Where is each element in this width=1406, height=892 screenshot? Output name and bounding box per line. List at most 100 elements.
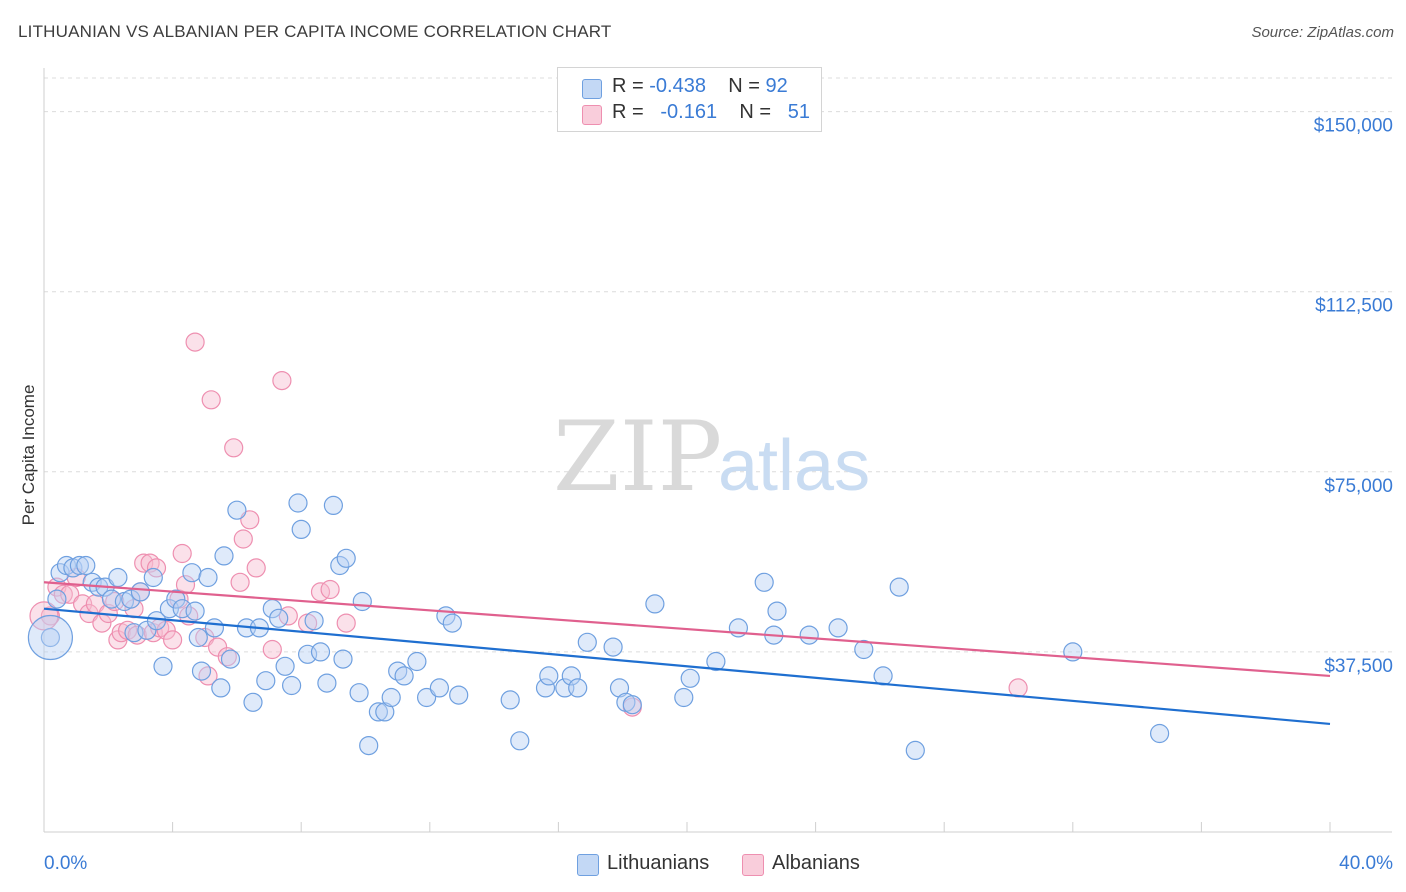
lithuanians-point-15 (130, 582, 150, 602)
axes (43, 68, 1392, 833)
albanians-point-15 (127, 625, 147, 645)
lithuanians-point-72 (577, 632, 597, 652)
trend-lines (43, 581, 1331, 726)
albanians-point-35 (230, 572, 250, 592)
lithuanians-point-large (27, 614, 74, 661)
lithuanians-point-2 (50, 563, 70, 583)
albanians-point-47 (1008, 678, 1028, 698)
trend-line-albanians (43, 581, 1331, 678)
lithuanians-point-29 (211, 678, 231, 698)
chart-title: LITHUANIAN VS ALBANIAN PER CAPITA INCOME… (18, 22, 612, 41)
legend-n-value: 51 (787, 101, 810, 123)
lithuanians-point-64 (449, 685, 469, 705)
lithuanians-point-41 (288, 493, 308, 513)
lithuanians-point-53 (359, 735, 379, 756)
lithuanians-point-58 (394, 666, 414, 686)
lithuanians-point-31 (220, 649, 241, 669)
legend-swatch-lithuanians (582, 79, 602, 99)
legend-n-label: N = (728, 75, 766, 97)
gridlines (44, 77, 1392, 653)
lithuanians-point-25 (188, 627, 208, 648)
lithuanians-point-63 (442, 613, 462, 633)
lithuanians-point-28 (204, 618, 224, 638)
lithuanians-point-54 (368, 702, 388, 722)
lithuanians-point-26 (191, 661, 212, 681)
lithuanians-point-0 (40, 627, 61, 648)
lithuanians-point-74 (609, 678, 630, 698)
lithuanians-point-24 (185, 601, 205, 621)
albanians-point-32 (208, 637, 228, 657)
y-tick-label-1: $75,000 (1324, 476, 1393, 497)
lithuanians-point-92 (1149, 723, 1170, 744)
y-tick-label-2: $112,500 (1315, 296, 1393, 317)
watermark-atlas: atlas (718, 426, 870, 506)
albanians-point-34 (224, 438, 244, 458)
albanians-point-37 (240, 510, 260, 530)
lithuanians-point-85 (799, 625, 819, 645)
albanians-point-22 (156, 620, 176, 640)
albanians-point-39 (262, 639, 282, 660)
bottom-legend-label-lithuanians: Lithuanians (607, 852, 710, 874)
lithuanians-point-27 (198, 567, 218, 588)
albanians-point-3 (60, 584, 80, 604)
lithuanians-point-61 (429, 678, 449, 698)
lithuanians-point-42 (291, 519, 311, 540)
y-tick-label-3: $150,000 (1314, 116, 1393, 137)
albanians-point-28 (185, 332, 205, 352)
source-label: Source: ZipAtlas.com (1251, 24, 1394, 41)
legend-r-label: R = (612, 101, 650, 123)
watermark-zip: ZIP (553, 401, 722, 513)
lithuanians-point-45 (310, 642, 331, 662)
lithuanians-point-65 (500, 690, 520, 710)
series-albanians-points (29, 332, 1028, 717)
lithuanians-point-90 (905, 740, 925, 761)
lithuanians-point-71 (568, 678, 588, 698)
lithuanians-point-77 (645, 594, 665, 614)
lithuanians-point-40 (282, 675, 302, 696)
lithuanians-point-19 (153, 656, 173, 676)
albanians-point-33 (217, 647, 237, 667)
albanians-point-38 (246, 558, 266, 578)
bottom-legend-swatch-albanians (742, 854, 764, 876)
lithuanians-point-84 (767, 601, 787, 621)
lithuanians-point-36 (256, 671, 276, 691)
lithuanians-point-48 (330, 555, 350, 576)
x-tick-labels: 0.0% 40.0% (44, 853, 1393, 874)
legend-r-value: -0.161 (660, 101, 718, 123)
albanians-point-40 (272, 371, 292, 391)
lithuanians-point-17 (143, 567, 163, 588)
lithuanians-point-50 (333, 649, 353, 669)
albanians-point-36 (233, 529, 253, 549)
lithuanians-point-89 (889, 577, 909, 597)
bottom-legend-label-albanians: Albanians (772, 852, 860, 874)
lithuanians-point-79 (680, 668, 700, 688)
lithuanians-point-59 (407, 651, 427, 672)
lithuanians-point-73 (603, 637, 623, 657)
lithuanians-point-5 (69, 555, 90, 576)
lithuanians-point-46 (317, 673, 337, 693)
lithuanians-point-88 (873, 666, 893, 686)
lithuanians-point-38 (269, 608, 289, 628)
albanians-point-10 (105, 591, 125, 612)
lithuanians-point-18 (146, 611, 167, 631)
y-axis-label: Per Capita Income (19, 385, 38, 526)
series-lithuanians-points (27, 493, 1170, 761)
lithuanians-point-44 (304, 611, 324, 631)
lithuanians-point-16 (137, 620, 157, 640)
lithuanians-point-66 (510, 731, 530, 751)
legend-swatch-albanians (582, 105, 602, 125)
lithuanians-point-13 (121, 589, 141, 609)
legend-r-value: -0.438 (649, 75, 706, 97)
x-tick-label-0: 0.0% (44, 853, 87, 874)
lithuanians-point-55 (375, 702, 395, 722)
lithuanians-point-70 (561, 666, 581, 686)
lithuanians-point-87 (854, 639, 874, 660)
legend-n-value: 92 (765, 75, 788, 97)
y-tick-labels: $37,500 $75,000 $112,500 $150,000 (1314, 116, 1393, 677)
albanians-point-17 (134, 553, 154, 573)
albanians-point-29 (195, 627, 215, 648)
lithuanians-point-52 (352, 591, 372, 612)
lithuanians-point-51 (349, 683, 369, 703)
lithuanians-point-86 (828, 618, 848, 638)
